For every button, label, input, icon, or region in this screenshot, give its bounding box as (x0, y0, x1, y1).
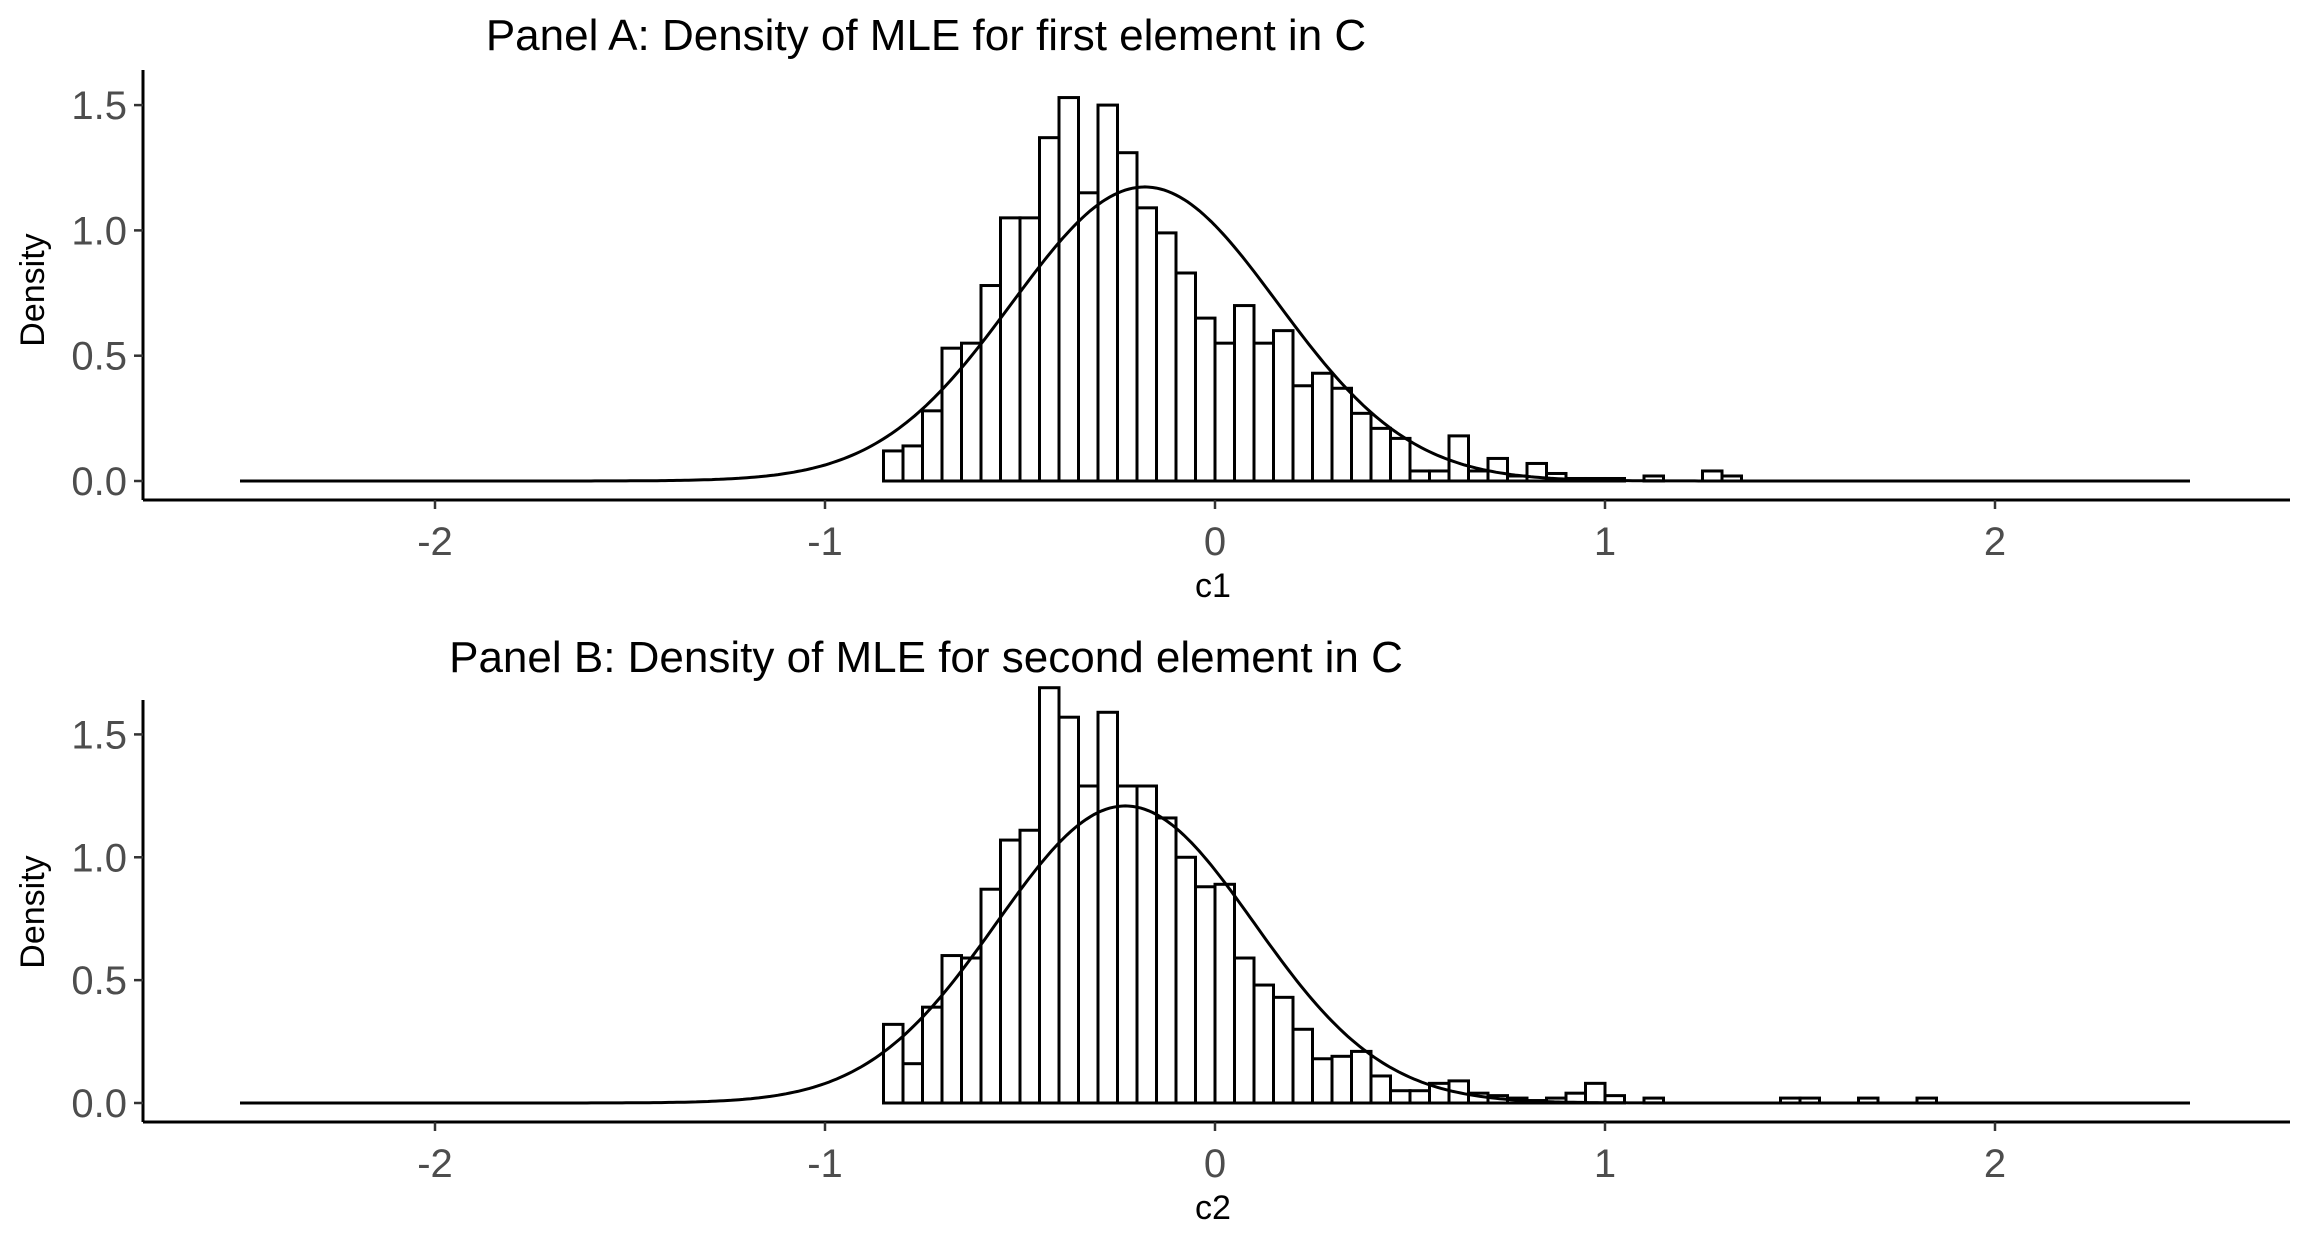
histogram-bar (1018, 216, 1041, 483)
x-tick-label: -2 (417, 520, 453, 564)
histogram-bar (1096, 103, 1119, 483)
histogram-bar (1369, 1074, 1392, 1105)
histogram-bar (1584, 1081, 1607, 1105)
histogram-bar (1408, 469, 1431, 483)
histogram-bar (921, 409, 944, 483)
histogram-bar (1291, 1027, 1314, 1105)
panel-b-plot: -2 -1 0 1 2 0.0 0.5 1.0 1.5 (71, 686, 2290, 1186)
density-curve-line (240, 185, 2190, 483)
y-tick-label: 0.5 (71, 335, 127, 379)
histogram-bar (1467, 469, 1490, 483)
histogram-bar (1057, 96, 1080, 483)
panel-b: Panel B: Density of MLE for second eleme… (14, 633, 2290, 1227)
x-tick-label: 1 (1594, 520, 1616, 564)
histogram-bar (1213, 882, 1236, 1105)
histogram-bar (1096, 710, 1119, 1105)
y-tick-label: 0.5 (71, 959, 127, 1003)
histogram-bar (999, 838, 1022, 1105)
histogram-bar (1116, 151, 1139, 483)
x-tick-label: 2 (1984, 1142, 2006, 1186)
histogram-bar (1701, 469, 1724, 483)
y-tick-label: 1.0 (71, 209, 127, 253)
histogram-bar (1194, 885, 1217, 1105)
histogram-bar (1233, 304, 1256, 483)
y-tick-label: 1.5 (71, 84, 127, 128)
histogram-bar (1155, 816, 1178, 1105)
histogram-bar (1389, 1089, 1412, 1105)
histogram-bar (999, 216, 1022, 483)
y-tick-label: 0.0 (71, 460, 127, 504)
y-tick-label: 1.5 (71, 713, 127, 757)
panel-a-title: Panel A: Density of MLE for first elemen… (486, 11, 1366, 60)
x-tick-label: 0 (1204, 520, 1226, 564)
panel-a-plot: -2 -1 0 1 2 0.0 0.5 1.0 1.5 (71, 70, 2290, 564)
histogram-bar (1077, 784, 1100, 1105)
panel-b-x-axis-label: c2 (1195, 1189, 1231, 1227)
histogram-bar (1252, 983, 1275, 1105)
histogram-bar (1330, 1054, 1353, 1105)
x-tick-label: -1 (807, 1142, 843, 1186)
x-tick-label: -1 (807, 520, 843, 564)
histogram-bar (1174, 855, 1197, 1105)
panel-a: Panel A: Density of MLE for first elemen… (14, 11, 2290, 605)
histogram-bar (1291, 384, 1314, 483)
panel-a-x-axis-label: c1 (1195, 567, 1231, 605)
histogram-bar (1213, 341, 1236, 483)
histogram-bar (1038, 136, 1061, 483)
histogram-bar (940, 346, 963, 483)
histogram-bar (1116, 784, 1139, 1105)
histogram-bar (1311, 371, 1334, 483)
histogram-bar (960, 956, 983, 1105)
histogram-bar (882, 449, 905, 483)
histogram-bar (1330, 386, 1353, 483)
histogram-bar (1077, 191, 1100, 483)
histogram-bar (1174, 271, 1197, 483)
histogram-bar (1252, 341, 1275, 483)
histogram-bar (1135, 784, 1158, 1105)
histogram-bar (940, 954, 963, 1105)
x-tick-label: 0 (1204, 1142, 1226, 1186)
histogram-bar (921, 1005, 944, 1105)
histogram-bar (1038, 686, 1061, 1105)
x-tick-label: 1 (1594, 1142, 1616, 1186)
histogram-bar (901, 1062, 924, 1105)
x-tick-label: -2 (417, 1142, 453, 1186)
histogram-bar (1408, 1089, 1431, 1105)
histogram-bar (1272, 995, 1295, 1105)
histogram-bar (901, 444, 924, 483)
y-tick-label: 0.0 (71, 1082, 127, 1126)
histogram-bar (1428, 469, 1451, 483)
histogram-bar (1194, 316, 1217, 483)
histogram-bar (1233, 956, 1256, 1105)
histogram-bar (882, 1022, 905, 1105)
histogram-bar (1057, 715, 1080, 1105)
histogram-bar (1311, 1057, 1334, 1105)
histogram-bar (1447, 434, 1470, 483)
panel-b-y-axis-label: Density (14, 855, 52, 968)
y-tick-label: 1.0 (71, 836, 127, 880)
histogram-bar (979, 284, 1002, 483)
histogram-bar (1135, 206, 1158, 483)
histogram-bar (1389, 436, 1412, 483)
density-curve-line (240, 804, 2190, 1105)
histogram-bar (1350, 411, 1373, 483)
histogram-bar (1369, 426, 1392, 483)
panel-a-y-axis-label: Density (14, 233, 52, 346)
panel-b-title: Panel B: Density of MLE for second eleme… (449, 633, 1403, 682)
x-tick-label: 2 (1984, 520, 2006, 564)
histogram-bar (1155, 231, 1178, 483)
histogram-bar (1350, 1049, 1373, 1105)
histogram-bar (1272, 329, 1295, 483)
